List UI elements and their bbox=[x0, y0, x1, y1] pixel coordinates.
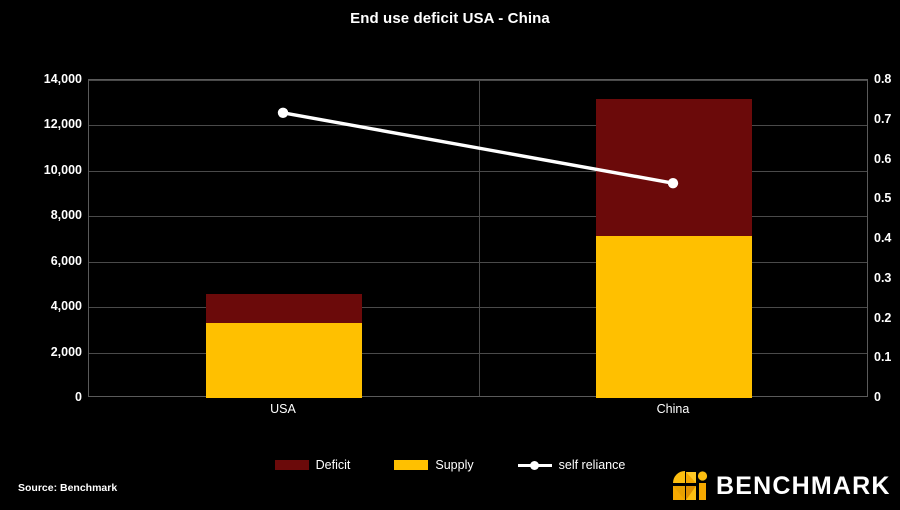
y-axis-left-tick: 6,000 bbox=[50, 253, 82, 268]
gridline bbox=[89, 80, 867, 81]
y-axis-right-tick: 0.6 bbox=[874, 151, 892, 166]
y-axis-left-tick: 4,000 bbox=[50, 299, 82, 314]
legend-line-dot bbox=[529, 461, 539, 470]
gridline bbox=[89, 307, 867, 309]
y-axis-left-tick: 8,000 bbox=[50, 208, 82, 223]
x-axis-tick-china: China bbox=[656, 402, 690, 416]
self-reliance-line-marker bbox=[517, 460, 552, 470]
x-axis-tick-usa: USA bbox=[270, 402, 296, 416]
gridline bbox=[89, 352, 867, 354]
y-axis-right-tick: 0.2 bbox=[874, 310, 892, 325]
y-axis-left-tick: 10,000 bbox=[43, 162, 82, 177]
bar-segment-deficit-usa[interactable] bbox=[205, 294, 363, 324]
legend-item-self-reliance[interactable]: self reliance bbox=[517, 458, 626, 472]
legend-label-self-reliance: self reliance bbox=[558, 458, 626, 472]
bar-segment-deficit-china[interactable] bbox=[595, 99, 753, 236]
benchmark-logo: BENCHMARK bbox=[672, 470, 891, 502]
deficit-color-swatch bbox=[274, 460, 309, 470]
bar-segment-supply-china[interactable] bbox=[595, 235, 753, 398]
y-axis-right-tick: 0.7 bbox=[874, 111, 892, 126]
gridline bbox=[89, 261, 867, 263]
y-axis-right-tick: 0 bbox=[874, 390, 881, 404]
legend-label-supply: Supply bbox=[435, 458, 474, 472]
legend-label-deficit: Deficit bbox=[315, 458, 351, 472]
bar-segment-supply-usa[interactable] bbox=[205, 323, 363, 398]
legend-item-deficit[interactable]: Deficit bbox=[274, 458, 351, 472]
supply-color-swatch bbox=[394, 460, 429, 470]
y-axis-right-tick: 0.8 bbox=[874, 72, 892, 86]
legend-item-supply[interactable]: Supply bbox=[394, 458, 474, 472]
y-axis-right: 0 0.1 0.2 0.3 0.4 0.5 0.6 0.7 0.8 bbox=[874, 72, 900, 404]
y-axis-right-tick: 0.5 bbox=[874, 191, 892, 206]
y-axis-left-tick: 12,000 bbox=[43, 117, 82, 132]
category-divider bbox=[479, 80, 480, 396]
y-axis-left-tick: 14,000 bbox=[43, 72, 82, 86]
y-axis-left-tick: 0 bbox=[75, 390, 82, 404]
y-axis-right-tick: 0.4 bbox=[874, 231, 892, 245]
y-axis-right-tick: 0.3 bbox=[874, 270, 892, 285]
gridline bbox=[89, 216, 867, 218]
benchmark-logo-icon bbox=[673, 471, 708, 500]
benchmark-logo-text: BENCHMARK bbox=[716, 471, 891, 500]
chart-title: End use deficit USA - China bbox=[350, 10, 550, 27]
y-axis-left-tick: 2,000 bbox=[50, 344, 82, 359]
plot-area bbox=[88, 79, 868, 398]
y-axis-left: 0 2,000 4,000 6,000 8,000 10,000 12,000 14,000 bbox=[0, 72, 82, 404]
source-note: Source: Benchmark bbox=[18, 482, 118, 494]
chart-legend: Deficit Supply self reliance bbox=[0, 458, 900, 472]
y-axis-right-tick: 0.1 bbox=[874, 350, 892, 365]
